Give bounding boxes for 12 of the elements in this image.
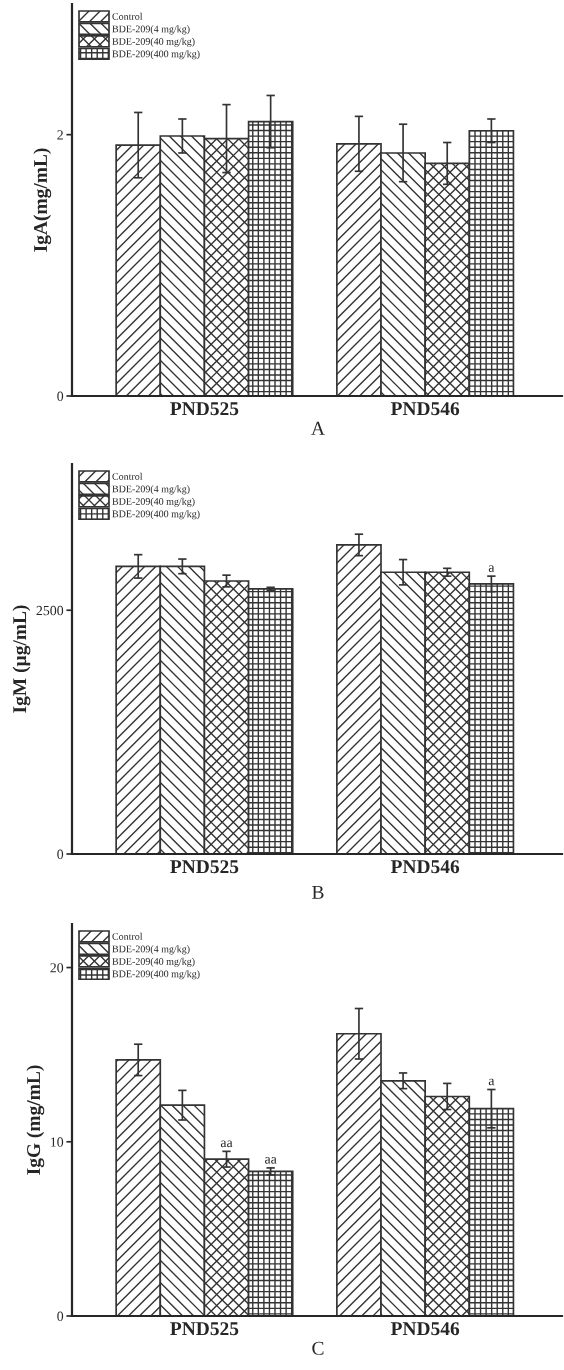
x-tick-label: PND525: [170, 402, 239, 416]
x-axis-title: B: [312, 885, 324, 899]
x-tick-label: PND546: [390, 860, 460, 874]
x-tick-label: PND525: [170, 860, 239, 874]
x-tick-label: PND546: [390, 1322, 460, 1336]
x-tick-label: PND546: [390, 402, 460, 416]
y-axis-title: IgA(mg/mL): [33, 148, 52, 252]
x-axis-title: A: [311, 421, 325, 435]
x-axis-title: C: [312, 1341, 324, 1355]
x-tick-label: PND525: [170, 1322, 239, 1336]
y-axis-title: IgG (mg/mL): [26, 1065, 45, 1175]
y-axis-title: IgM (µg/mL): [12, 605, 31, 713]
